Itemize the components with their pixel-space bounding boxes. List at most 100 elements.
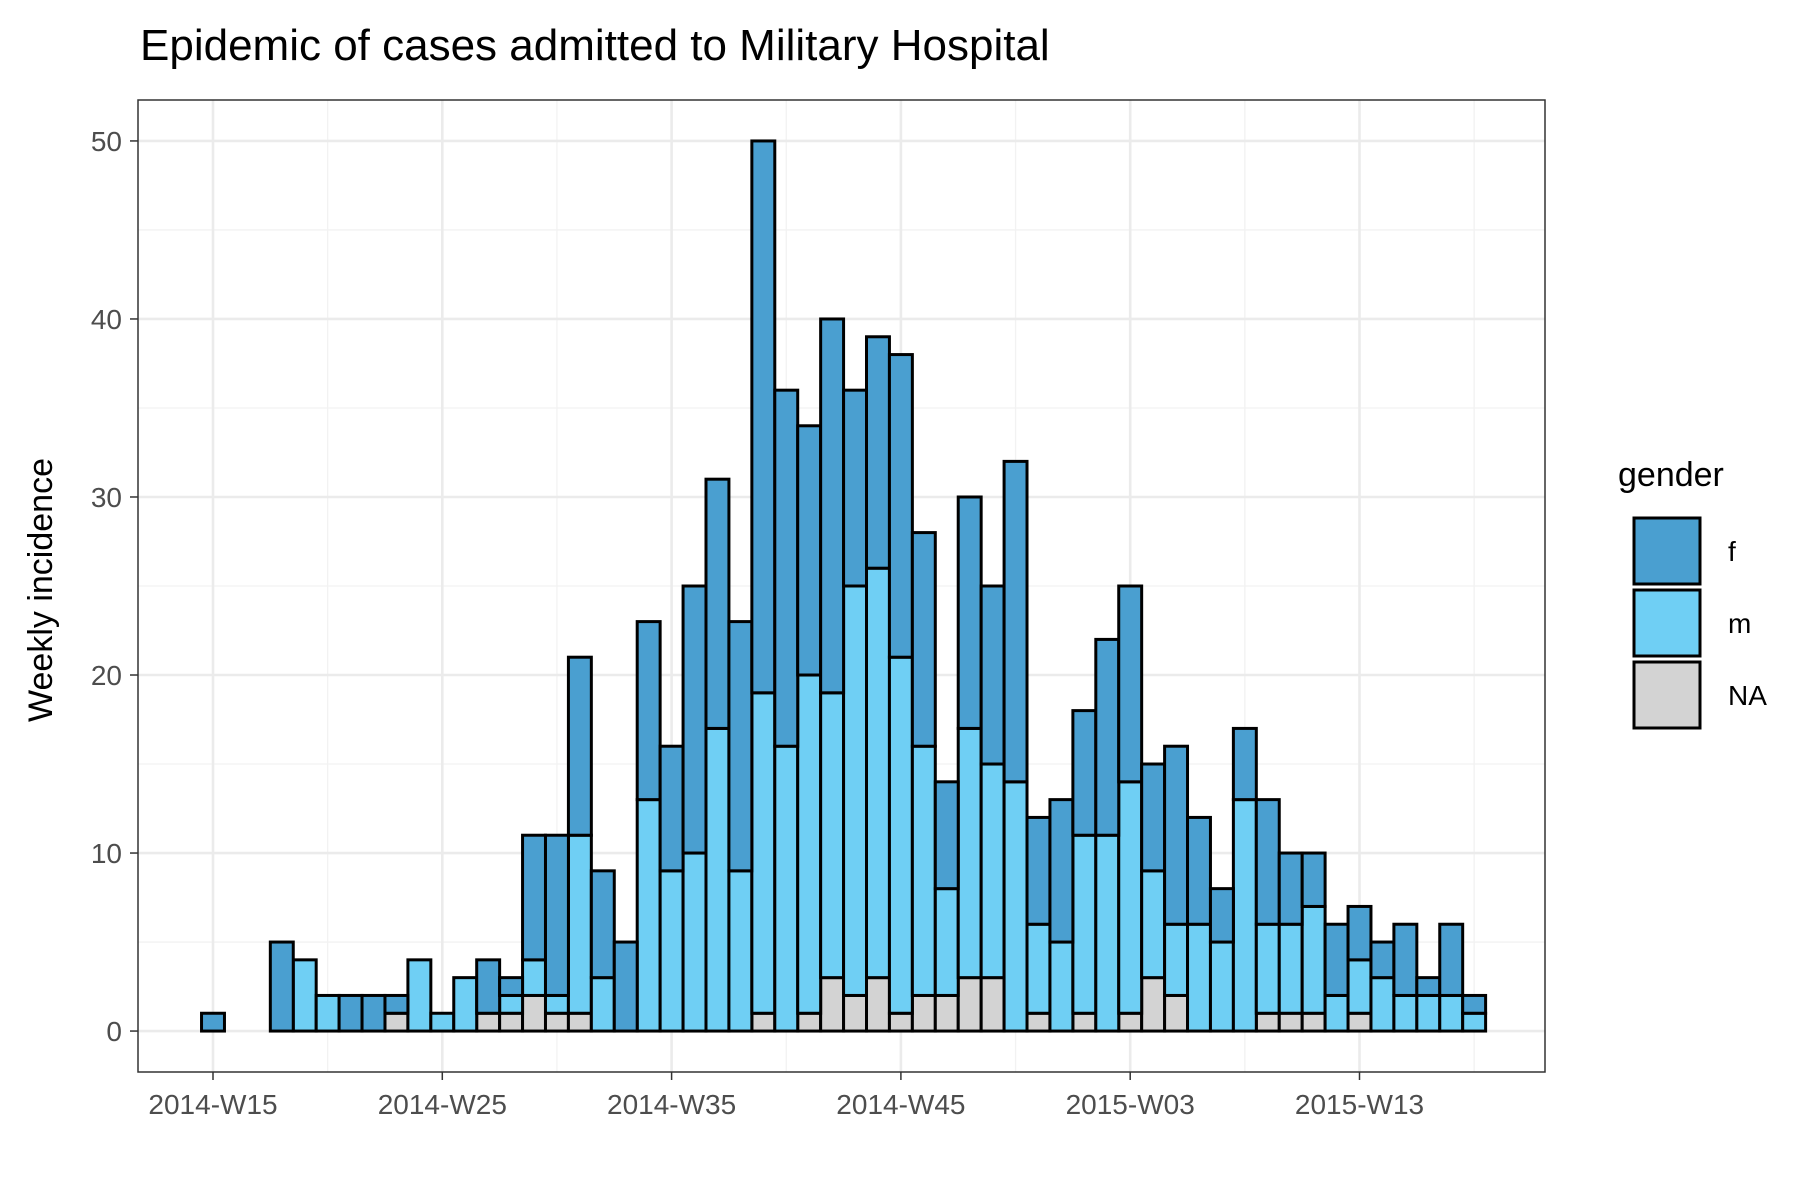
bar-NA-2014-W31 bbox=[566, 1011, 593, 1033]
bar-m-2014-W30 bbox=[543, 993, 570, 1015]
bar-m-2014-W38 bbox=[727, 869, 754, 1033]
bar-f-2014-W32 bbox=[589, 869, 616, 980]
bar-m-2014-W32 bbox=[589, 976, 616, 1033]
bar-m-2014-W49 bbox=[979, 762, 1006, 980]
bar-m-2014-W44 bbox=[865, 566, 891, 980]
bar-f-2015-W17 bbox=[1438, 922, 1465, 997]
bar-m-2014-W39 bbox=[750, 691, 777, 1015]
bar-NA-2014-W27 bbox=[475, 1011, 502, 1033]
bar-NA-2014-W42 bbox=[819, 976, 846, 1033]
bar-NA-2015-W01 bbox=[1071, 1011, 1098, 1033]
bar-m-2014-W47 bbox=[933, 887, 960, 997]
bar-f-2014-W31 bbox=[566, 655, 593, 837]
legend-key-m bbox=[1632, 588, 1702, 658]
bar-NA-2014-W41 bbox=[796, 1011, 823, 1033]
bar-f-2015-W15 bbox=[1392, 922, 1419, 997]
bar-f-2014-W18 bbox=[268, 940, 295, 1033]
x-tick-label: 2015-W13 bbox=[1295, 1089, 1424, 1120]
bar-m-2015-W10 bbox=[1277, 922, 1304, 1015]
bar-m-2014-W50 bbox=[1002, 780, 1029, 1033]
bar-NA-2014-W29 bbox=[521, 993, 547, 1033]
bar-f-2015-W11 bbox=[1300, 851, 1327, 908]
bar-f-2014-W34 bbox=[635, 620, 662, 802]
bar-f-2015-W03 bbox=[1117, 584, 1144, 784]
bar-f-2015-W10 bbox=[1277, 851, 1304, 926]
bar-NA-2014-W46 bbox=[910, 993, 937, 1033]
bar-m-2014-W42 bbox=[819, 691, 846, 980]
panel-border bbox=[137, 99, 1546, 1073]
bar-f-2014-W33 bbox=[612, 940, 639, 1033]
bar-f-2014-W39 bbox=[750, 139, 777, 695]
bar-NA-2015-W04 bbox=[1140, 976, 1167, 1033]
bar-NA-2014-W23 bbox=[383, 1011, 410, 1033]
bar-f-2014-W27 bbox=[475, 958, 502, 1015]
bar-m-2015-W16 bbox=[1415, 993, 1442, 1033]
bar-NA-2014-W48 bbox=[956, 976, 983, 1033]
bar-f-2015-W02 bbox=[1094, 637, 1121, 837]
bar-f-2014-W50 bbox=[1002, 459, 1029, 784]
bar-NA-2014-W44 bbox=[865, 976, 891, 1033]
bar-f-2014-W23 bbox=[383, 993, 410, 1015]
bar-NA-2014-W30 bbox=[543, 1011, 570, 1033]
legend: gender f m NA bbox=[1618, 456, 1767, 730]
bar-f-2014-W42 bbox=[819, 317, 846, 695]
y-tick-label: 30 bbox=[91, 482, 122, 513]
bar-f-2015-W13 bbox=[1346, 904, 1373, 962]
bar-f-2015-W04 bbox=[1140, 762, 1167, 873]
bar-m-2015-W15 bbox=[1392, 993, 1419, 1033]
bar-NA-2014-W45 bbox=[887, 1011, 914, 1033]
bar-m-2015-W02 bbox=[1094, 833, 1121, 1033]
bar-f-2014-W37 bbox=[704, 477, 731, 730]
bar-m-2014-W37 bbox=[704, 726, 731, 1033]
bar-f-2015-W09 bbox=[1254, 798, 1281, 926]
y-tick-label: 0 bbox=[106, 1016, 122, 1047]
bar-m-2014-W46 bbox=[910, 744, 937, 997]
bar-m-2014-W35 bbox=[658, 869, 685, 1033]
bar-m-2014-W28 bbox=[498, 993, 525, 1015]
bar-m-2014-W19 bbox=[291, 958, 318, 1033]
bar-m-2015-W08 bbox=[1231, 798, 1258, 1033]
bar-f-2015-W14 bbox=[1369, 940, 1396, 980]
bar-NA-2015-W09 bbox=[1254, 1011, 1281, 1033]
bar-NA-2015-W03 bbox=[1117, 1011, 1144, 1033]
bar-f-2015-W07 bbox=[1208, 887, 1235, 944]
y-tick-label: 10 bbox=[91, 838, 122, 869]
chart-title: Epidemic of cases admitted to Military H… bbox=[140, 21, 1050, 70]
bar-m-2015-W11 bbox=[1300, 904, 1327, 1015]
bar-f-2014-W38 bbox=[727, 620, 754, 873]
bar-f-2014-W51 bbox=[1025, 815, 1052, 926]
bar-m-2015-W17 bbox=[1438, 993, 1465, 1033]
bar-NA-2015-W10 bbox=[1277, 1011, 1304, 1033]
legend-key-f bbox=[1632, 516, 1702, 586]
bar-m-2014-W24 bbox=[406, 958, 433, 1033]
bar-f-2014-W29 bbox=[521, 833, 547, 962]
bar-f-2014-W28 bbox=[498, 976, 525, 997]
bar-NA-2015-W11 bbox=[1300, 1011, 1327, 1033]
y-axis: 0 10 20 30 40 50 bbox=[91, 126, 138, 1047]
y-tick-label: 20 bbox=[91, 660, 122, 691]
bar-m-2014-W48 bbox=[956, 726, 983, 980]
bar-m-2015-W18 bbox=[1461, 1011, 1488, 1033]
bar-f-2014-W45 bbox=[887, 353, 914, 659]
bar-f-2014-W35 bbox=[658, 744, 685, 873]
bar-f-2015-W01 bbox=[1071, 709, 1098, 837]
y-axis-title: Weekly incidence bbox=[22, 458, 60, 722]
bar-f-2015-W05 bbox=[1163, 744, 1190, 926]
bar-m-2014-W40 bbox=[773, 744, 800, 1033]
bar-m-2014-W41 bbox=[796, 673, 823, 1015]
bar-f-2015-W06 bbox=[1186, 815, 1212, 926]
bar-f-2014-W46 bbox=[910, 531, 937, 748]
bar-m-2015-W07 bbox=[1208, 940, 1235, 1033]
x-axis: 2014-W15 2014-W25 2014-W35 2014-W45 2015-W03… bbox=[148, 1072, 1424, 1120]
bar-f-2014-W41 bbox=[796, 424, 823, 677]
y-tick-label: 40 bbox=[91, 304, 122, 335]
bar-f-2014-W43 bbox=[842, 388, 869, 588]
bar-NA-2014-W28 bbox=[498, 1011, 525, 1033]
bar-m-2015-W05 bbox=[1163, 922, 1190, 997]
bar-f-2014-W52 bbox=[1048, 798, 1075, 944]
x-tick-label: 2014-W25 bbox=[378, 1089, 507, 1120]
bar-m-2014-W20 bbox=[314, 993, 341, 1033]
bar-m-2015-W09 bbox=[1254, 922, 1281, 1015]
x-tick-label: 2014-W45 bbox=[836, 1089, 965, 1120]
